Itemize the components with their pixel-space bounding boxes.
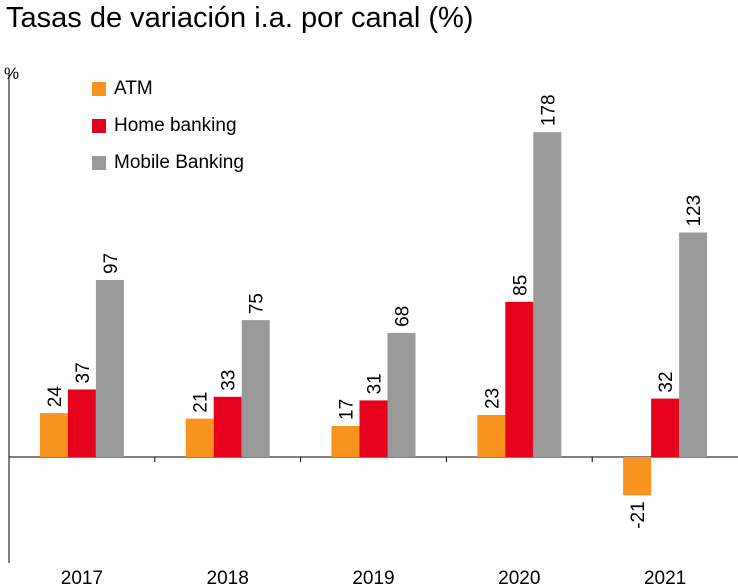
x-tick-label: 2018 [207, 568, 249, 588]
x-tick-label: 2017 [61, 568, 103, 588]
legend-swatch-mobile-banking [92, 155, 106, 170]
data-label: 37 [73, 362, 94, 383]
legend-item-mobile-banking: Mobile Banking [92, 144, 244, 181]
data-label: 23 [482, 388, 503, 409]
legend-label-home-banking: Home banking [114, 114, 237, 136]
y-axis-unit-label: % [4, 64, 20, 83]
bar [533, 132, 562, 457]
legend: ATM Home banking Mobile Banking [92, 70, 244, 181]
legend-label-mobile-banking: Mobile Banking [114, 151, 244, 173]
bar [651, 398, 680, 457]
data-label: 33 [219, 370, 240, 391]
data-label: 97 [101, 253, 122, 274]
data-label: 31 [365, 373, 386, 394]
legend-item-home-banking: Home banking [92, 107, 244, 144]
bar [623, 457, 652, 496]
x-tick-label: 2020 [498, 568, 540, 588]
bar [505, 301, 534, 457]
bar [39, 413, 68, 457]
x-tick-label: 2019 [352, 568, 394, 588]
data-label: 21 [191, 392, 212, 413]
data-label: 123 [684, 195, 705, 227]
bar [359, 400, 388, 457]
bar [477, 415, 506, 457]
chart-title: Tasas de variación i.a. por canal (%) [6, 2, 474, 34]
data-label: 32 [656, 371, 677, 392]
data-label: 85 [510, 275, 531, 296]
bar [387, 332, 416, 457]
bar [679, 232, 708, 457]
legend-item-atm: ATM [92, 70, 244, 107]
legend-swatch-home-banking [92, 118, 106, 133]
legend-label-atm: ATM [114, 77, 153, 99]
legend-swatch-atm [92, 81, 106, 96]
bar [331, 425, 360, 457]
bar [185, 418, 214, 457]
data-label: -21 [628, 501, 649, 528]
bar [213, 396, 242, 457]
data-label: 178 [538, 94, 559, 126]
data-label: 75 [247, 293, 268, 314]
bar [95, 279, 124, 457]
bar [241, 320, 270, 457]
bar [67, 389, 96, 457]
data-label: 68 [393, 306, 414, 327]
x-tick-label: 2021 [644, 568, 686, 588]
data-label: 24 [45, 386, 66, 408]
data-label: 17 [337, 399, 358, 420]
